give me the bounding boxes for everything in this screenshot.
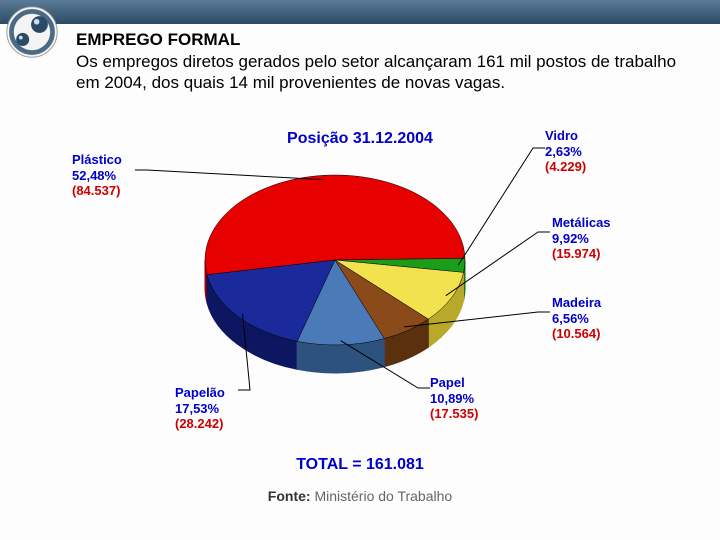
pie-chart xyxy=(190,160,480,390)
label-papelao: Papelão 17,53% (28.242) xyxy=(175,385,225,432)
logo-icon xyxy=(4,4,60,60)
source-line: Fonte: Ministério do Trabalho xyxy=(0,488,720,504)
source-value: Ministério do Trabalho xyxy=(314,488,452,504)
label-vidro: Vidro 2,63% (4.229) xyxy=(545,128,586,175)
chart-area: Posição 31.12.2004 Plástico 52,48% (84.5… xyxy=(0,130,720,510)
pie-svg xyxy=(190,160,480,390)
source-label: Fonte: xyxy=(268,488,311,504)
label-papel: Papel 10,89% (17.535) xyxy=(430,375,478,422)
label-metalicas: Metálicas 9,92% (15.974) xyxy=(552,215,611,262)
page-title: EMPREGO FORMAL xyxy=(76,30,700,50)
label-plastico: Plástico 52,48% (84.537) xyxy=(72,152,122,199)
page-subtitle: Os empregos diretos gerados pelo setor a… xyxy=(76,51,700,94)
label-madeira: Madeira 6,56% (10.564) xyxy=(552,295,601,342)
header-text: EMPREGO FORMAL Os empregos diretos gerad… xyxy=(76,30,700,94)
top-bar xyxy=(0,0,720,24)
total-label: TOTAL = 161.081 xyxy=(0,456,720,474)
chart-title: Posição 31.12.2004 xyxy=(0,130,720,148)
